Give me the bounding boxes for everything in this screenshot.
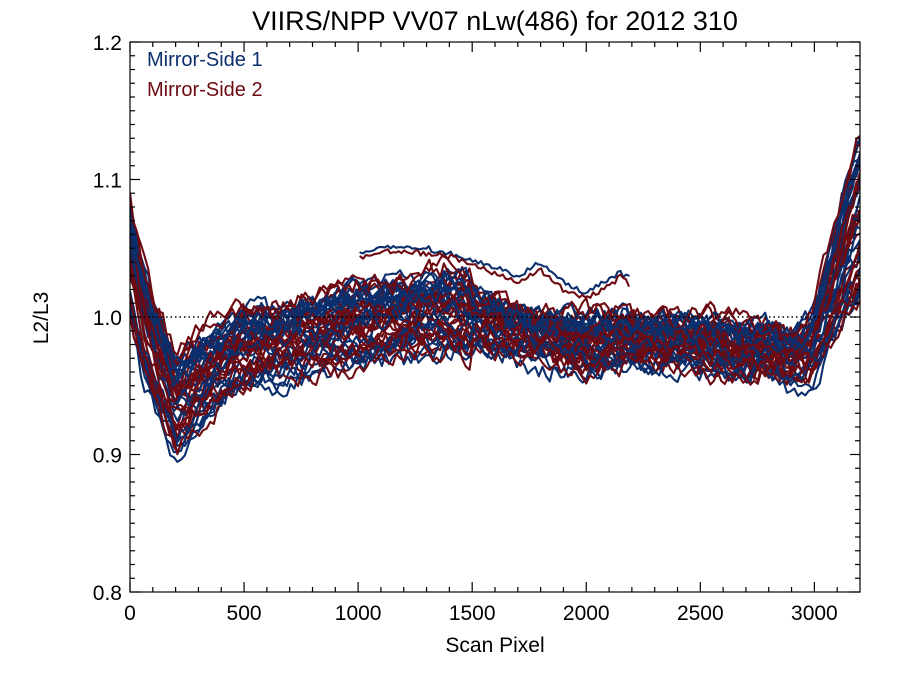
series-line-mirror-side-1	[130, 138, 860, 365]
x-tick-label: 0	[124, 602, 136, 625]
x-tick-label: 1000	[335, 602, 382, 625]
y-axis-label: L2/L3	[30, 292, 53, 345]
x-tick-label: 500	[227, 602, 262, 625]
y-tick-labels: 0.8 0.9 1.0 1.1 1.2	[93, 32, 122, 605]
x-tick-label: 2500	[677, 602, 724, 625]
x-axis-label: Scan Pixel	[445, 634, 544, 657]
series-line-mirror-side-1	[130, 225, 860, 407]
x-tick-label: 3000	[791, 602, 838, 625]
y-tick-label: 0.8	[93, 582, 122, 605]
x-tick-label: 1500	[449, 602, 496, 625]
axis-ticks	[129, 41, 860, 593]
series-line-mirror-side-1	[130, 239, 860, 405]
legend-entry-mirror-side-2: Mirror-Side 2	[147, 79, 263, 101]
series-line-mirror-side-2	[130, 134, 860, 357]
series-line-mirror-side-1	[130, 268, 860, 444]
plot-area	[130, 134, 860, 463]
chart-title: VIIRS/NPP VV07 nLw(486) for 2012 310	[252, 6, 738, 36]
series-line-mirror-side-2	[130, 272, 860, 429]
x-tick-label: 2000	[563, 602, 610, 625]
y-tick-label: 1.2	[93, 32, 122, 55]
series-line-mirror-side-2	[130, 171, 860, 404]
legend-entry-mirror-side-1: Mirror-Side 1	[147, 49, 263, 71]
x-tick-labels: 0 500 1000 1500 2000 2500 3000	[124, 602, 838, 625]
y-tick-label: 1.0	[93, 307, 122, 330]
y-tick-label: 0.9	[93, 445, 122, 468]
series-lines	[130, 134, 860, 463]
series-line-mirror-side-2	[130, 219, 860, 396]
y-tick-label: 1.1	[93, 170, 122, 193]
series-line-mirror-side-1	[130, 158, 860, 387]
partial-segment-mirror-side-2	[359, 248, 630, 299]
partial-segment-mirror-side-1	[359, 244, 630, 295]
legend: Mirror-Side 1 Mirror-Side 2	[147, 49, 263, 101]
